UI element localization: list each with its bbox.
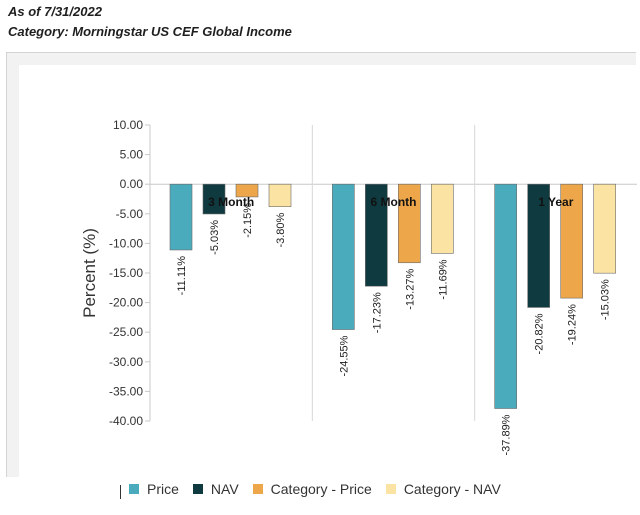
bar-nav-6-month bbox=[365, 183, 388, 287]
category-name: Category: Morningstar US CEF Global Inco… bbox=[8, 24, 292, 39]
data-label: -37.89% bbox=[501, 414, 513, 455]
text-cursor bbox=[120, 485, 121, 499]
as-of-date: As of 7/31/2022 bbox=[8, 4, 102, 19]
bar-nav-3-month bbox=[202, 183, 226, 215]
bar-category-nav-6-month bbox=[431, 183, 454, 254]
y-tick-label: -25.00 bbox=[109, 325, 143, 339]
legend-item-category-nav[interactable]: Category - NAV bbox=[385, 481, 501, 497]
bar-category-price-3-month bbox=[235, 183, 259, 198]
bar-category-nav-1-year bbox=[593, 183, 616, 274]
y-tick-label: -30.00 bbox=[109, 355, 143, 369]
bar-price-6-month bbox=[332, 183, 355, 330]
y-tick-label: 0.00 bbox=[120, 177, 144, 191]
data-label: -17.23% bbox=[371, 292, 383, 333]
y-tick-label: -40.00 bbox=[109, 414, 143, 428]
bar-category-price-6-month bbox=[398, 183, 421, 264]
category-label: 1 Year bbox=[538, 195, 573, 209]
legend-item-price[interactable]: Price bbox=[129, 481, 179, 497]
data-label: -11.11% bbox=[176, 256, 188, 296]
data-label: -3.80% bbox=[275, 212, 287, 247]
y-tick-label: 5.00 bbox=[120, 148, 144, 162]
data-label: -19.24% bbox=[567, 304, 579, 345]
bar-price-3-month bbox=[169, 183, 193, 251]
y-tick-label: -15.00 bbox=[109, 266, 143, 280]
data-label: -24.55% bbox=[338, 335, 350, 376]
y-tick-label: -5.00 bbox=[116, 207, 144, 221]
legend-swatch-nav bbox=[192, 484, 203, 494]
legend-label-category-nav: Category - NAV bbox=[403, 481, 501, 497]
bar-category-nav-3-month bbox=[268, 183, 292, 207]
bar-nav-1-year bbox=[527, 183, 550, 308]
chart-panel: 10.00 5.00 0.00 -5.00 -10.00 -15.00 -20.00 -25.… bbox=[6, 52, 637, 477]
data-label: -11.69% bbox=[437, 259, 449, 299]
data-label: -20.82% bbox=[534, 313, 546, 354]
category-label: 3 Month bbox=[208, 195, 254, 209]
category-label: 6 Month bbox=[371, 195, 417, 209]
legend-item-nav[interactable]: NAV bbox=[192, 481, 239, 497]
data-label: -13.27% bbox=[404, 269, 416, 310]
chart-area: 10.00 5.00 0.00 -5.00 -10.00 -15.00 -20.00 -25.… bbox=[19, 65, 637, 477]
chart-header: As of 7/31/2022 Category: Morningstar US… bbox=[8, 2, 292, 42]
bar-category-price-1-year bbox=[560, 183, 583, 299]
y-tick-label: 10.00 bbox=[113, 118, 143, 132]
data-label: -5.03% bbox=[209, 220, 221, 255]
legend-swatch-category-nav bbox=[385, 484, 396, 494]
legend-swatch-price bbox=[129, 484, 139, 494]
y-tick-label: -35.00 bbox=[109, 384, 143, 398]
bar-price-1-year bbox=[494, 183, 517, 409]
y-axis-title: Percent (%) bbox=[80, 228, 99, 318]
legend-label-category-price: Category - Price bbox=[270, 481, 372, 497]
legend-label-price: Price bbox=[147, 481, 179, 497]
data-label: -15.03% bbox=[600, 279, 612, 320]
bar-chart: 10.00 5.00 0.00 -5.00 -10.00 -15.00 -20.00 -25.… bbox=[80, 118, 637, 455]
y-tick-label: -10.00 bbox=[109, 236, 143, 250]
legend-label-nav: NAV bbox=[210, 481, 239, 497]
legend-item-category-price[interactable]: Category - Price bbox=[252, 481, 372, 497]
chart-legend: Price NAV Category - Price Category - NA… bbox=[120, 478, 515, 500]
legend-swatch-category-price bbox=[252, 484, 263, 494]
y-tick-label: -20.00 bbox=[109, 296, 143, 310]
data-label: -2.15% bbox=[242, 203, 254, 238]
